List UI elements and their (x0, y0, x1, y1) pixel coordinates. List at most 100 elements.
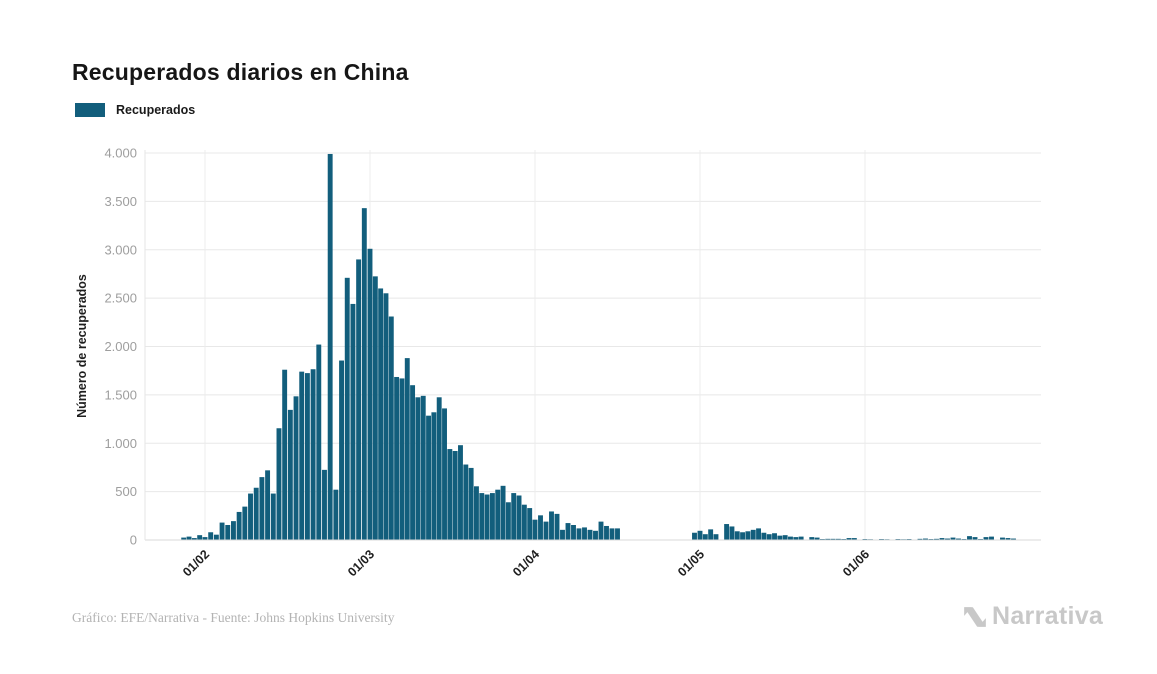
bar[interactable] (835, 538, 841, 540)
bar[interactable] (282, 369, 288, 540)
bar[interactable] (436, 397, 442, 540)
bar[interactable] (186, 536, 192, 540)
bar[interactable] (1000, 537, 1005, 540)
bar[interactable] (851, 538, 857, 540)
bar[interactable] (766, 534, 772, 540)
bar[interactable] (814, 537, 820, 540)
bar[interactable] (372, 276, 378, 540)
bar[interactable] (939, 538, 945, 540)
bar[interactable] (576, 528, 582, 540)
bar[interactable] (587, 529, 593, 540)
bar[interactable] (598, 521, 604, 540)
bar[interactable] (500, 485, 506, 540)
bar[interactable] (350, 303, 356, 540)
bar[interactable] (609, 528, 615, 540)
bar[interactable] (219, 522, 225, 540)
bar[interactable] (809, 537, 815, 540)
bar[interactable] (474, 486, 479, 540)
bar[interactable] (388, 316, 394, 540)
bar[interactable] (356, 259, 362, 540)
bar[interactable] (549, 511, 554, 540)
bar[interactable] (327, 153, 333, 540)
bar[interactable] (231, 521, 236, 540)
bar[interactable] (468, 467, 474, 540)
bar[interactable] (236, 511, 242, 540)
bar[interactable] (191, 538, 197, 540)
bar[interactable] (310, 369, 316, 540)
bar[interactable] (956, 538, 961, 540)
bar[interactable] (242, 506, 248, 540)
bar[interactable] (798, 536, 804, 540)
bar[interactable] (538, 515, 543, 540)
bar[interactable] (729, 526, 735, 540)
bar[interactable] (604, 525, 609, 540)
bar[interactable] (495, 489, 501, 540)
bar[interactable] (702, 534, 708, 540)
bar[interactable] (394, 376, 400, 540)
bar[interactable] (299, 371, 305, 540)
bar[interactable] (213, 534, 219, 540)
bar[interactable] (692, 532, 697, 540)
bar[interactable] (511, 493, 517, 540)
bar[interactable] (615, 528, 620, 540)
bar[interactable] (505, 502, 511, 540)
bar[interactable] (253, 487, 259, 540)
bar[interactable] (917, 538, 923, 540)
bar[interactable] (777, 535, 783, 540)
bar[interactable] (265, 470, 271, 540)
bar[interactable] (989, 536, 994, 540)
bar[interactable] (543, 521, 549, 540)
bar[interactable] (287, 409, 293, 540)
bar[interactable] (967, 536, 972, 540)
bar[interactable] (571, 525, 576, 540)
bar[interactable] (489, 493, 495, 540)
bar[interactable] (452, 450, 458, 540)
bar[interactable] (276, 428, 282, 540)
bar[interactable] (825, 538, 831, 540)
bar[interactable] (248, 493, 253, 540)
bar[interactable] (431, 412, 437, 540)
bar[interactable] (1005, 538, 1011, 540)
bar[interactable] (367, 248, 373, 540)
bar[interactable] (761, 532, 767, 540)
bar[interactable] (484, 494, 490, 540)
bar[interactable] (697, 530, 703, 540)
bar[interactable] (404, 358, 410, 540)
bar[interactable] (270, 493, 276, 540)
bar[interactable] (361, 208, 367, 540)
bar[interactable] (378, 288, 384, 540)
bar[interactable] (479, 493, 485, 540)
bar[interactable] (950, 537, 956, 540)
bar[interactable] (708, 529, 714, 540)
bar[interactable] (208, 532, 214, 540)
bar[interactable] (410, 385, 416, 540)
bar[interactable] (745, 531, 751, 540)
bar[interactable] (426, 415, 431, 540)
bar[interactable] (750, 529, 756, 540)
bar[interactable] (923, 538, 928, 540)
bar[interactable] (734, 531, 740, 540)
bar[interactable] (830, 538, 836, 540)
bar[interactable] (934, 538, 939, 540)
bar[interactable] (197, 535, 203, 540)
bar[interactable] (181, 537, 187, 540)
bar[interactable] (772, 533, 777, 540)
bar[interactable] (333, 489, 339, 540)
bar[interactable] (582, 527, 587, 540)
bar[interactable] (420, 395, 426, 540)
bar[interactable] (344, 277, 350, 540)
bar[interactable] (516, 495, 522, 541)
bar[interactable] (316, 344, 322, 540)
bar[interactable] (399, 378, 405, 540)
bar[interactable] (740, 532, 746, 540)
bar[interactable] (225, 525, 231, 540)
bar[interactable] (442, 408, 447, 540)
bar[interactable] (527, 508, 533, 540)
bar[interactable] (560, 529, 565, 540)
bar[interactable] (304, 373, 310, 540)
bar[interactable] (983, 537, 989, 540)
bar[interactable] (593, 530, 598, 540)
bar[interactable] (447, 449, 453, 540)
bar[interactable] (322, 469, 327, 540)
bar[interactable] (259, 477, 265, 540)
